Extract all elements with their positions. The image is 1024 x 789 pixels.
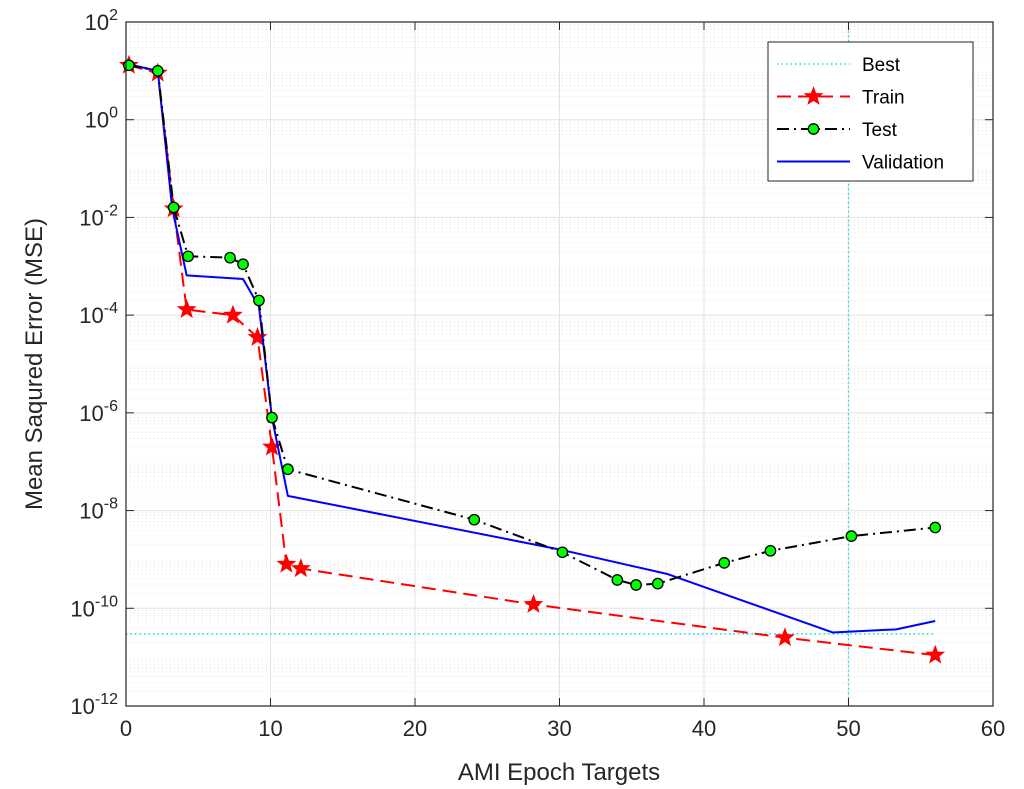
test-point	[281, 463, 294, 476]
test-point	[611, 574, 624, 586]
test-point	[182, 250, 194, 263]
axis-ticks	[125, 21, 994, 707]
test-point	[556, 546, 569, 559]
y-axis-label: Mean Saqured Error (MSE)	[21, 218, 48, 510]
train-point	[176, 299, 197, 319]
y-tick-label: 10-4	[79, 300, 118, 328]
train-point	[925, 644, 946, 664]
y-tick-label: 102	[85, 7, 118, 35]
legend-label-train: Train	[862, 88, 905, 109]
test-point	[237, 258, 249, 271]
y-tick-labels: 10-12 10-10 10-8 10-6 10-4 10-2 100 102	[70, 7, 118, 719]
train-point	[775, 627, 795, 647]
x-tick-label: 20	[403, 716, 427, 741]
train-point	[523, 593, 544, 613]
train-point	[262, 436, 282, 456]
x-axis-label: AMI Epoch Targets	[458, 759, 660, 786]
test-point	[764, 544, 777, 557]
y-tick-label: 100	[85, 105, 118, 133]
test-point	[651, 577, 664, 590]
x-tick-labels: 0 10 20 30 40 50 60	[120, 716, 1005, 741]
x-tick-label: 60	[981, 716, 1005, 741]
x-tick-label: 50	[836, 716, 860, 741]
legend-marker-train	[803, 86, 824, 105]
legend-label-test: Test	[862, 120, 898, 141]
x-tick-label: 40	[692, 716, 716, 741]
legend: Best Train Test Validation	[767, 41, 974, 182]
legend-box	[767, 41, 974, 182]
y-tick-label: 10-2	[79, 202, 118, 230]
test-point	[266, 411, 278, 424]
test-point	[468, 513, 481, 526]
train-point	[276, 553, 297, 573]
test-point	[123, 59, 135, 72]
legend-label-best: Best	[862, 55, 901, 76]
test-point	[929, 521, 942, 534]
legend-label-validation: Validation	[862, 153, 944, 174]
x-tick-label: 10	[258, 716, 282, 741]
test-point	[253, 294, 265, 307]
series-line-test	[128, 64, 936, 586]
y-tick-label: 10-10	[70, 593, 118, 621]
legend-marker-test	[807, 123, 820, 135]
test-point	[224, 251, 236, 264]
series-layer	[118, 22, 946, 706]
train-point	[247, 326, 268, 346]
test-point	[718, 557, 731, 569]
train-point	[290, 558, 311, 578]
x-tick-label: 30	[547, 716, 571, 741]
test-point	[151, 65, 164, 77]
series-line-train	[128, 64, 936, 657]
train-point	[223, 304, 243, 324]
y-tick-label: 10-8	[79, 496, 118, 524]
test-point	[845, 530, 858, 542]
test-point	[167, 201, 180, 214]
x-tick-label: 0	[120, 716, 132, 741]
test-point	[630, 579, 642, 591]
y-tick-label: 10-6	[79, 398, 118, 426]
y-tick-label: 10-12	[70, 691, 118, 719]
